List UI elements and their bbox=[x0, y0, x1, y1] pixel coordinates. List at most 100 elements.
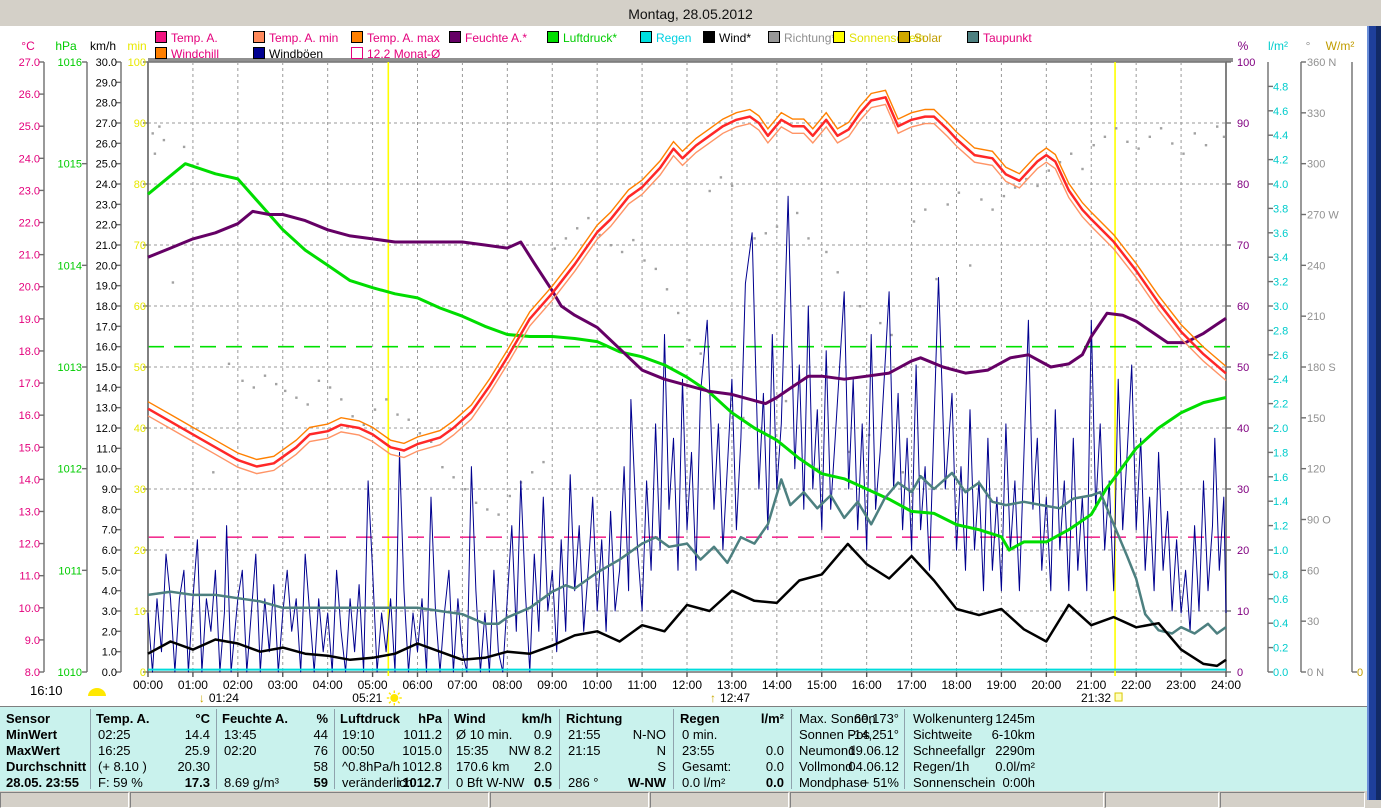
sunset-square-icon bbox=[1114, 692, 1123, 702]
svg-text:100: 100 bbox=[128, 57, 146, 69]
svg-text:20: 20 bbox=[1237, 545, 1249, 557]
svg-text:60: 60 bbox=[1307, 565, 1319, 577]
chart-title: Montag, 28.05.2012 bbox=[628, 6, 753, 22]
axis-Wm: W/m² 0 bbox=[1326, 39, 1363, 679]
column-unit: % bbox=[316, 711, 328, 726]
legend-swatch-icon bbox=[768, 31, 780, 43]
svg-text:150: 150 bbox=[1307, 413, 1325, 425]
svg-text:1.6: 1.6 bbox=[1273, 472, 1288, 484]
cell-value: -14,251° bbox=[849, 727, 899, 742]
svg-text:7.0: 7.0 bbox=[102, 525, 117, 537]
column-header: Luftdruck bbox=[340, 711, 400, 726]
cell-label: Gesamt: bbox=[682, 759, 732, 774]
svg-text:2.4: 2.4 bbox=[1273, 374, 1288, 386]
legend-swatch-icon bbox=[703, 31, 715, 43]
table-divider bbox=[334, 709, 335, 789]
row-label: Sensor bbox=[6, 711, 51, 726]
svg-text:°: ° bbox=[1306, 39, 1311, 53]
svg-text:06:00: 06:00 bbox=[402, 678, 432, 692]
cell-label: 170.6 km bbox=[456, 759, 510, 774]
svg-text:05:00: 05:00 bbox=[358, 678, 388, 692]
svg-text:2.2: 2.2 bbox=[1273, 399, 1288, 411]
svg-text:min: min bbox=[127, 39, 146, 53]
cell-value: 1015.0 bbox=[402, 743, 442, 758]
svg-text:02:00: 02:00 bbox=[223, 678, 253, 692]
legend-item-richtung-: Richtung* bbox=[768, 29, 836, 45]
svg-text:26.0: 26.0 bbox=[19, 89, 40, 101]
svg-text:18.0: 18.0 bbox=[96, 301, 117, 313]
table-divider bbox=[216, 709, 217, 789]
svg-text:90: 90 bbox=[134, 118, 146, 130]
svg-text:25.0: 25.0 bbox=[96, 159, 117, 171]
legend-label: Temp. A. bbox=[171, 31, 218, 45]
svg-text:0: 0 bbox=[140, 667, 146, 679]
plot-frame bbox=[147, 61, 1227, 673]
cell-value: S bbox=[657, 759, 666, 774]
legend-label: Taupunkt bbox=[983, 31, 1032, 45]
svg-text:28.0: 28.0 bbox=[96, 98, 117, 110]
cell-value: N bbox=[656, 743, 666, 758]
legend-label: Feuchte A.* bbox=[465, 31, 528, 45]
legend-label: Regen bbox=[656, 31, 692, 45]
svg-text:%: % bbox=[1238, 39, 1249, 53]
svg-text:15.0: 15.0 bbox=[19, 442, 40, 454]
svg-text:80: 80 bbox=[134, 179, 146, 191]
svg-text:24:00: 24:00 bbox=[1211, 678, 1241, 692]
legend-item-taupunkt: Taupunkt bbox=[967, 29, 1032, 45]
svg-text:90: 90 bbox=[1237, 118, 1249, 130]
cell-value: 17.3 bbox=[184, 775, 210, 790]
legend-label: 12.2 Monat-Ø bbox=[367, 47, 441, 61]
legend-item-temp-a-: Temp. A. bbox=[155, 29, 218, 45]
legend-label: Temp. A. max bbox=[367, 31, 440, 45]
svg-text:22.0: 22.0 bbox=[19, 218, 40, 230]
svg-text:0 N: 0 N bbox=[1307, 667, 1324, 679]
svg-text:23.0: 23.0 bbox=[19, 185, 40, 197]
legend-label: Luftdruck* bbox=[563, 31, 618, 45]
legend-swatch-icon bbox=[449, 31, 461, 43]
svg-text:2.0: 2.0 bbox=[102, 626, 117, 638]
svg-text:1.0: 1.0 bbox=[102, 647, 117, 659]
svg-text:05:21: 05:21 bbox=[352, 691, 382, 705]
svg-text:08:00: 08:00 bbox=[492, 678, 522, 692]
svg-text:5.0: 5.0 bbox=[102, 565, 117, 577]
svg-text:4.6: 4.6 bbox=[1273, 106, 1288, 118]
legend-swatch-icon bbox=[155, 31, 167, 43]
svg-text:4.0: 4.0 bbox=[1273, 179, 1288, 191]
legend-swatch-icon bbox=[833, 31, 845, 43]
cell-label: ^0.8hPa/h bbox=[342, 759, 401, 774]
svg-text:4.4: 4.4 bbox=[1273, 130, 1288, 142]
svg-text:0.6: 0.6 bbox=[1273, 594, 1288, 606]
cell-value: 1012.8 bbox=[402, 759, 442, 774]
svg-text:0.0: 0.0 bbox=[1273, 667, 1288, 679]
cell-label: (+ 8.10 ) bbox=[98, 759, 147, 774]
svg-text:12:47: 12:47 bbox=[720, 691, 750, 705]
svg-text:20.0: 20.0 bbox=[96, 260, 117, 272]
svg-text:17.0: 17.0 bbox=[96, 321, 117, 333]
cell-label: 15:35 bbox=[456, 743, 489, 758]
axis-lm: l/m² 4.8 4.6 4.4 4.2 4.0 3.8 3.6 3.4 3.2 3.0 2.8 2.6… bbox=[1267, 39, 1288, 679]
status-segment bbox=[650, 792, 789, 808]
cell-value: ↑1012.7 bbox=[395, 775, 442, 790]
svg-text:0.2: 0.2 bbox=[1273, 643, 1288, 655]
legend-swatch-icon bbox=[640, 31, 652, 43]
legend-swatch-icon bbox=[253, 47, 265, 59]
cell-label: Schneefallgr bbox=[913, 743, 986, 758]
cell-label: Ø 10 min. bbox=[456, 727, 513, 742]
svg-text:23.0: 23.0 bbox=[96, 199, 117, 211]
svg-text:20:00: 20:00 bbox=[1031, 678, 1061, 692]
cell-value: 0:00h bbox=[1002, 775, 1035, 790]
svg-text:16:00: 16:00 bbox=[852, 678, 882, 692]
cell-value: 76 bbox=[313, 743, 328, 758]
svg-text:15.0: 15.0 bbox=[96, 362, 117, 374]
summary-table: Sensor MinWert MaxWert Durchschnitt 28.05. 2… bbox=[0, 706, 1367, 791]
cell-label: 0 min. bbox=[682, 727, 718, 742]
svg-text:9.0: 9.0 bbox=[25, 635, 40, 647]
legend-label: Solar bbox=[914, 31, 943, 45]
svg-text:19:00: 19:00 bbox=[986, 678, 1016, 692]
cell-value: 19.06.12 bbox=[848, 743, 899, 758]
legend-item-luftdruck-: Luftdruck* bbox=[547, 29, 618, 45]
svg-text:8.0: 8.0 bbox=[102, 504, 117, 516]
svg-text:3.2: 3.2 bbox=[1273, 277, 1288, 289]
svg-text:10.0: 10.0 bbox=[19, 603, 40, 615]
